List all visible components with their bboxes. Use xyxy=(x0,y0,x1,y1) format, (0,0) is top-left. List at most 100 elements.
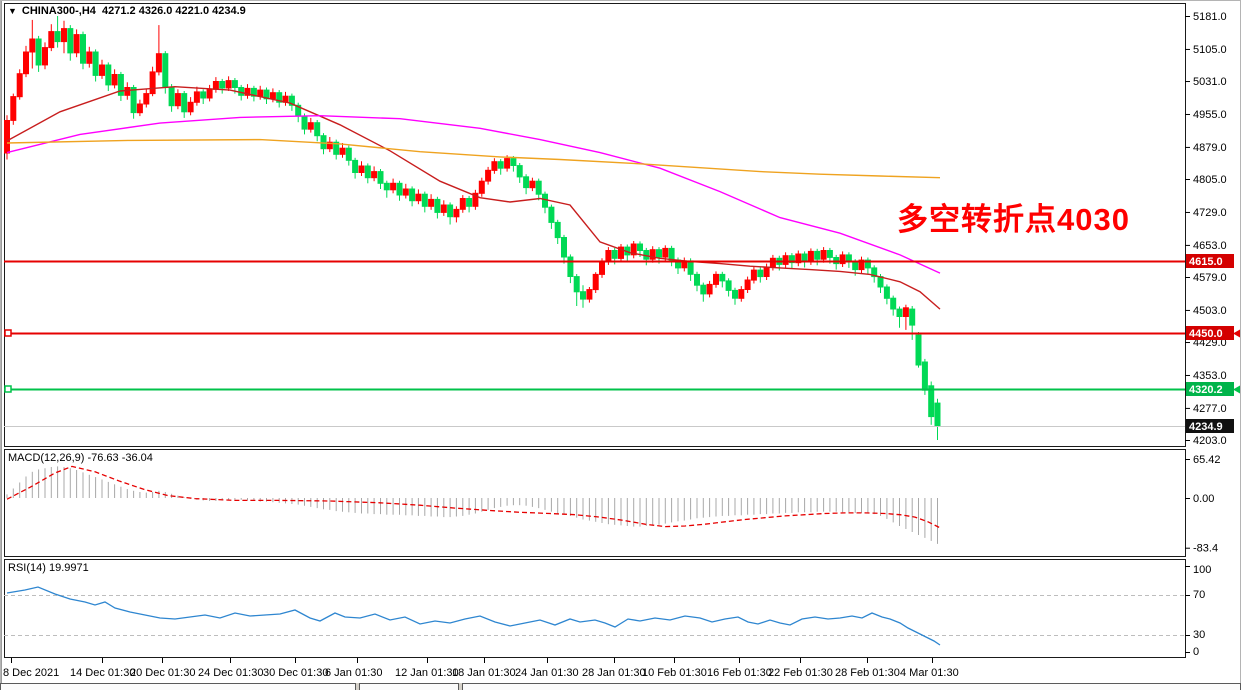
candle-down xyxy=(580,291,586,300)
candle-up xyxy=(599,260,605,275)
candle-up xyxy=(29,38,36,53)
candle-up xyxy=(16,73,23,98)
candle-up xyxy=(662,247,669,258)
candle-up xyxy=(61,28,67,43)
macd-indicator-label: MACD(12,26,9) -76.63 -36.04 xyxy=(8,452,153,464)
line-right-arrow-icon xyxy=(1233,329,1240,338)
candle-up xyxy=(244,87,251,96)
price-flag-label: 4320.2 xyxy=(1189,384,1223,396)
candle-up xyxy=(769,257,776,268)
rsi-tick-label: 70 xyxy=(1193,589,1205,601)
candle-down xyxy=(105,64,112,86)
symbol-dropdown-icon[interactable]: ▼ xyxy=(8,6,17,16)
candle-up xyxy=(326,141,333,150)
candle-up xyxy=(225,80,232,89)
candle-down xyxy=(54,31,61,43)
price-axis[interactable]: 5181.0 5105.0 5031.0 4955.0 4879.0 4805.0 4729… xyxy=(1185,11,1234,447)
status-strip-segment xyxy=(0,683,356,690)
candle-up xyxy=(744,279,751,290)
candle-down xyxy=(637,243,643,251)
candle-down xyxy=(219,81,226,89)
rsi-indicator-label: RSI(14) 19.9971 xyxy=(8,562,89,574)
candle-down xyxy=(168,87,175,107)
candle-down xyxy=(377,171,384,184)
candle-up xyxy=(174,93,181,107)
candle-down xyxy=(687,260,694,275)
candle-down xyxy=(497,161,504,169)
price-flag-bg xyxy=(1186,382,1234,396)
chart-header: ▼ CHINA300-,H4 4271.2 4326.0 4221.0 4234.… xyxy=(8,5,246,17)
price-tick-label: 4955.0 xyxy=(1193,109,1227,121)
candle-up xyxy=(782,255,789,265)
price-tick-label: 4353.0 xyxy=(1193,370,1227,382)
price-flag-label: 4615.0 xyxy=(1189,256,1223,268)
line-left-handle[interactable] xyxy=(4,385,12,393)
time-tick-label: 6 Jan 01:30 xyxy=(325,667,383,679)
candle-up xyxy=(155,53,162,73)
time-tick-label: 24 Jan 01:30 xyxy=(515,667,579,679)
candle-up xyxy=(706,283,713,295)
time-tick-label: 18 Jan 01:30 xyxy=(452,667,516,679)
macd-panel xyxy=(6,465,941,544)
candle-down xyxy=(35,38,42,66)
candle-down xyxy=(852,261,859,271)
rsi-tick-label: 30 xyxy=(1193,629,1205,641)
time-tick-label: 8 Dec 2021 xyxy=(3,667,59,679)
candle-up xyxy=(428,198,435,207)
macd-tick-label: -83.4 xyxy=(1193,543,1218,555)
candle-down xyxy=(801,253,808,262)
candle-down xyxy=(238,87,245,96)
candle-down xyxy=(814,250,821,260)
text-annotation[interactable]: 多空转折点4030 xyxy=(897,202,1130,237)
candle-up xyxy=(453,208,460,218)
rsi-tick-label: 0 xyxy=(1193,646,1199,658)
candle-down xyxy=(826,250,833,258)
hline-4320.2[interactable] xyxy=(4,385,1240,394)
candle-down xyxy=(896,308,903,318)
candle-up xyxy=(390,182,397,191)
candle-down xyxy=(890,297,897,310)
price-flag-4320.2: 4320.2 xyxy=(1186,382,1234,396)
price-flag-4450.0: 4450.0 xyxy=(1186,326,1234,340)
candle-up xyxy=(478,180,485,194)
main-panel-frame xyxy=(4,3,1186,447)
rsi-panel-frame xyxy=(4,559,1186,658)
price-tick-label: 4805.0 xyxy=(1193,174,1227,186)
candle-up xyxy=(491,161,498,171)
price-flag-4234.9: 4234.9 xyxy=(1186,419,1234,433)
candle-up xyxy=(136,103,143,114)
price-tick-label: 5031.0 xyxy=(1193,76,1227,88)
candle-up xyxy=(193,91,200,103)
candle-down xyxy=(542,193,548,208)
price-tick-label: 4729.0 xyxy=(1193,207,1227,219)
candle-up xyxy=(257,89,264,97)
indicator-axes[interactable]: 65.42 0.00 -83.4 100 70 30 0 xyxy=(1185,454,1221,658)
time-tick-label: 30 Dec 01:30 xyxy=(263,667,328,679)
line-left-handle[interactable] xyxy=(4,329,12,337)
candle-down xyxy=(434,198,441,213)
ma-mid-line xyxy=(6,114,941,274)
status-strip-segment xyxy=(359,683,459,690)
candle-up xyxy=(839,254,846,265)
candle-up xyxy=(339,147,346,155)
price-tick-label: 5105.0 xyxy=(1193,44,1227,56)
time-tick-label: 24 Dec 01:30 xyxy=(198,667,263,679)
symbol-label: CHINA300-,H4 xyxy=(21,5,96,17)
candle-down xyxy=(548,206,555,223)
candle-down xyxy=(573,276,580,293)
hline-4450.0[interactable] xyxy=(4,329,1240,338)
candle-down xyxy=(719,273,726,282)
candle-up xyxy=(902,307,909,317)
candle-up xyxy=(187,101,194,113)
status-strip-segment xyxy=(462,683,1241,690)
candle-up xyxy=(10,96,17,121)
candle-up xyxy=(371,171,378,179)
candle-up xyxy=(738,289,745,299)
price-flag-bg xyxy=(1186,419,1234,433)
rsi-panel xyxy=(4,586,1185,646)
candle-up xyxy=(795,253,802,264)
candle-down xyxy=(871,267,878,278)
candle-down xyxy=(314,122,321,137)
